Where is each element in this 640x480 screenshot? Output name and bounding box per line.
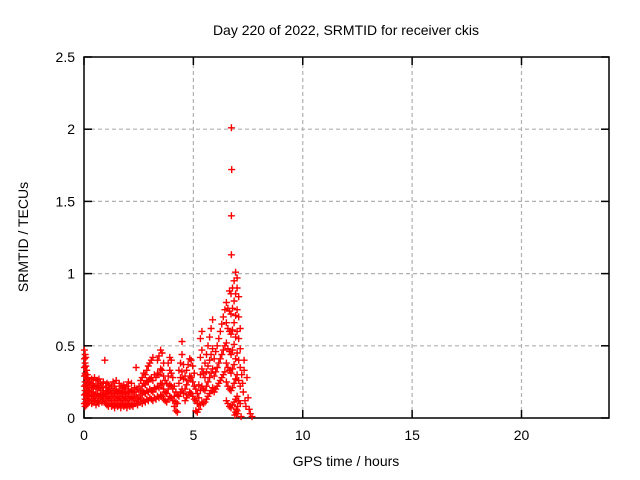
grid-lines bbox=[84, 57, 609, 418]
y-tick-label: 2.5 bbox=[56, 49, 76, 65]
y-tick-label: 2 bbox=[67, 121, 75, 137]
x-tick-label: 5 bbox=[189, 427, 197, 443]
y-axis-label: SRMTID / TECUs bbox=[15, 182, 31, 292]
y-tick-label: 0 bbox=[67, 410, 75, 426]
x-tick-label: 0 bbox=[80, 427, 88, 443]
x-tick-label: 15 bbox=[404, 427, 420, 443]
plot-border bbox=[83, 56, 610, 419]
x-axis-label: GPS time / hours bbox=[293, 453, 400, 469]
y-tick-label: 0.5 bbox=[56, 338, 76, 354]
x-tick-label: 20 bbox=[514, 427, 530, 443]
axis-ticks bbox=[83, 56, 609, 419]
tick-labels: 0 5 10 15 20 0 0.5 1 1.5 2 2.5 bbox=[56, 49, 530, 443]
y-tick-label: 1 bbox=[67, 266, 75, 282]
chart-title: Day 220 of 2022, SRMTID for receiver cki… bbox=[213, 22, 479, 38]
series-srmtid-markers bbox=[80, 124, 256, 421]
x-tick-label: 10 bbox=[295, 427, 311, 443]
y-tick-label: 1.5 bbox=[56, 193, 76, 209]
data-points bbox=[80, 124, 256, 421]
